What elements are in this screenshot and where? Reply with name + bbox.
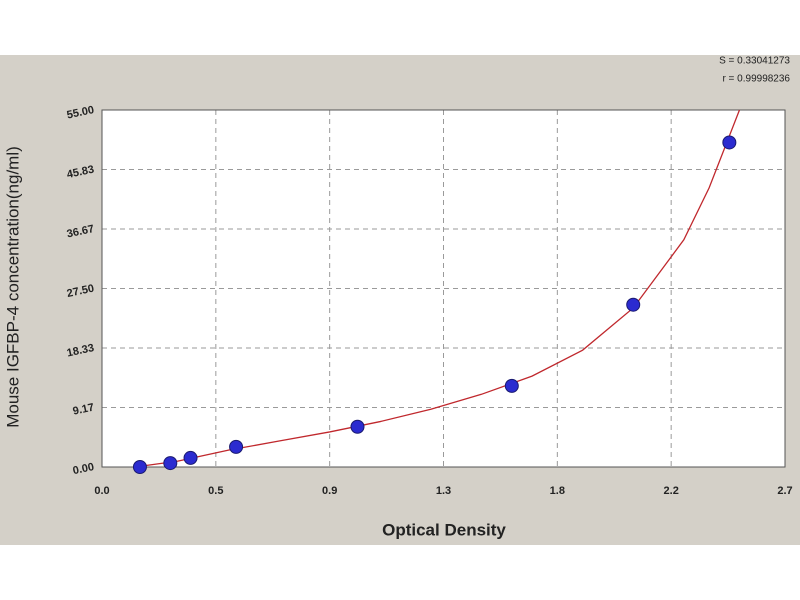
x-tick-label: 2.2 <box>664 485 679 497</box>
x-axis-label: Optical Density <box>382 520 506 539</box>
x-tick-label: 0.0 <box>94 485 109 497</box>
x-tick-label: 1.8 <box>550 485 565 497</box>
y-tick-label: 45.83 <box>66 164 95 181</box>
data-point <box>132 460 147 474</box>
x-tick-label: 0.9 <box>322 485 337 497</box>
y-tick-label: 36.67 <box>66 223 95 240</box>
y-tick-label: 18.33 <box>66 342 95 359</box>
data-point <box>163 456 178 471</box>
data-point <box>350 419 365 434</box>
annotation: r = 0.99998236 <box>722 74 790 85</box>
x-tick-label: 1.3 <box>436 485 451 497</box>
y-tick-label: 55.00 <box>66 104 95 121</box>
x-tick-label: 2.7 <box>777 485 792 497</box>
annotation: S = 0.33041273 <box>719 56 790 67</box>
x-tick-label: 0.5 <box>208 485 223 497</box>
y-tick-label: 27.50 <box>66 283 95 300</box>
y-tick-label: 9.17 <box>72 402 95 418</box>
plot-border <box>101 109 786 468</box>
data-point <box>183 450 198 465</box>
data-point <box>626 297 641 312</box>
data-point <box>722 135 737 150</box>
y-tick-label: 0.00 <box>72 461 95 477</box>
data-point <box>229 439 244 454</box>
data-point <box>504 378 519 393</box>
y-axis-label: Mouse IGFBP-4 concentration(ng/ml) <box>3 146 22 428</box>
